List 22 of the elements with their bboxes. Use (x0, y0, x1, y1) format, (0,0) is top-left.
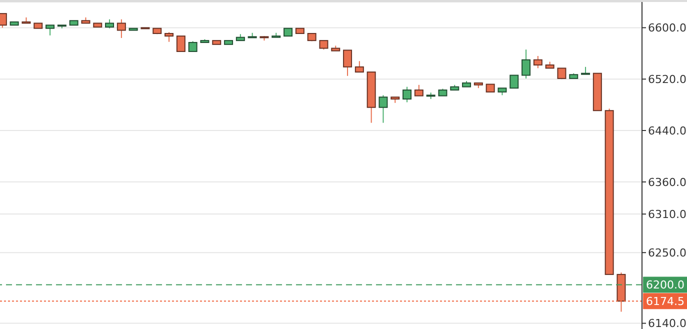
candlestick (116, 18, 126, 38)
candlestick (188, 40, 198, 52)
candlestick (354, 60, 364, 73)
candlestick (402, 86, 412, 103)
candlestick (522, 49, 531, 79)
y-tick-label: 6360.0 (648, 176, 686, 189)
y-tick-label: 6140.0 (648, 317, 686, 329)
candlestick (176, 36, 186, 52)
y-tick-label: 6440.0 (648, 124, 686, 138)
candlestick (46, 24, 55, 36)
ref-line-label: 6200.0 (646, 278, 684, 292)
candlestick (343, 50, 352, 76)
y-tick-label: 6250.0 (648, 246, 686, 260)
candlestick (378, 94, 388, 124)
candlestick (414, 84, 424, 96)
candlestick (510, 74, 519, 89)
candlestick (533, 55, 542, 69)
y-tick-label: 6310.0 (648, 208, 686, 221)
ref-line-label: 6174.5 (646, 295, 684, 308)
y-tick-label: 6520.0 (648, 73, 686, 86)
candlestick (164, 32, 174, 42)
y-tick-label: 6600.0 (648, 22, 686, 35)
